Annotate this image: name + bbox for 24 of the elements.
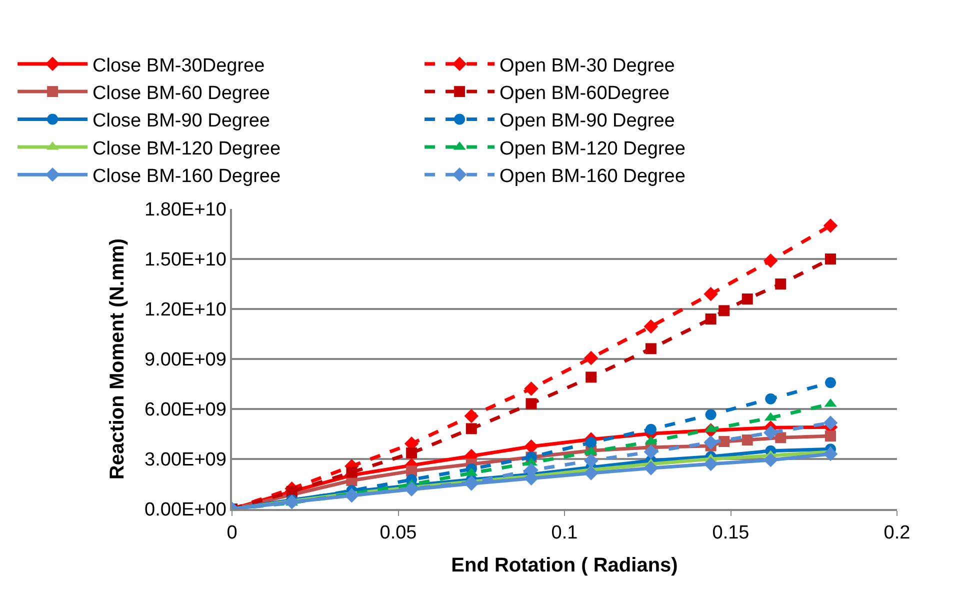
legend-label: Close BM-160 Degree <box>92 166 281 188</box>
legend-label: Close BM-30Degree <box>92 55 265 76</box>
legend-label: Open BM-60Degree <box>500 82 670 104</box>
legend-label: Open BM-120 Degree <box>500 138 686 160</box>
y-tick-label: 6.00E+09 <box>144 400 226 421</box>
x-tick-label: 0.15 <box>712 522 750 544</box>
legend-label: Close BM-90 Degree <box>92 110 270 132</box>
y-tick-label: 1.80E+10 <box>144 200 226 221</box>
y-tick-label: 3.00E+09 <box>144 450 226 471</box>
legend-label: Close BM-60 Degree <box>92 82 270 104</box>
x-tick-label: 0.05 <box>380 522 417 544</box>
legend-label: Open BM-30 Degree <box>500 55 675 76</box>
legend-label: Open BM-160 Degree <box>500 166 686 188</box>
y-tick-label: 0.00E+00 <box>144 500 226 521</box>
x-tick-label: 0 <box>226 522 238 544</box>
y-axis-title: Reaction Moment (N.mm) <box>106 238 129 480</box>
x-tick-label: 0.1 <box>551 522 578 544</box>
legend-label: Open BM-90 Degree <box>500 110 675 132</box>
y-tick-label: 1.50E+10 <box>144 250 226 271</box>
x-axis-title: End Rotation ( Radians) <box>451 554 678 577</box>
x-tick-label: 0.2 <box>884 522 910 544</box>
y-tick-label: 9.00E+09 <box>144 350 226 371</box>
legend-label: Close BM-120 Degree <box>92 138 281 160</box>
y-tick-label: 1.20E+10 <box>144 300 226 321</box>
